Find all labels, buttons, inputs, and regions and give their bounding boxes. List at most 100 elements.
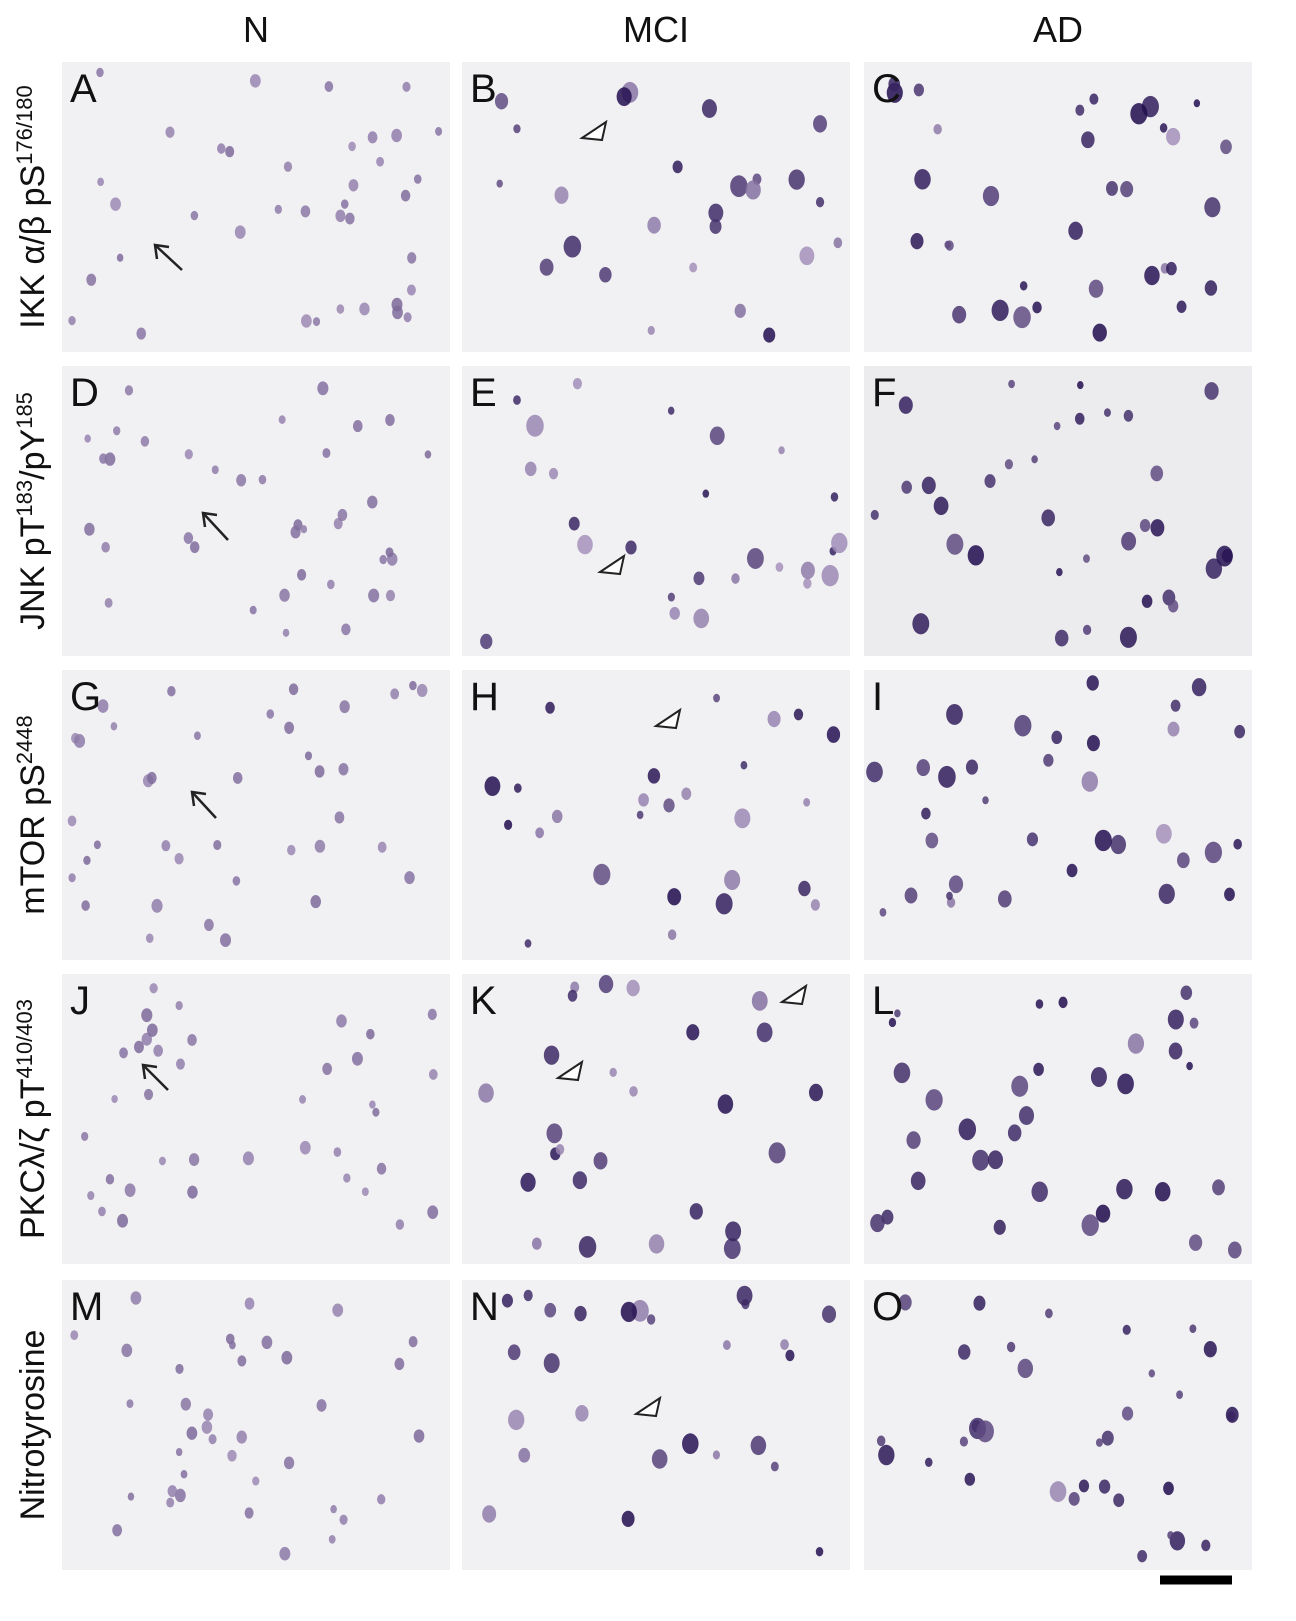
cell xyxy=(83,856,90,865)
cell xyxy=(220,933,231,947)
micrograph xyxy=(864,974,1252,1264)
cell xyxy=(973,1296,985,1311)
cell xyxy=(1027,832,1038,846)
cell xyxy=(894,1062,911,1083)
cell xyxy=(622,1511,635,1527)
cell xyxy=(568,990,578,1002)
cell xyxy=(281,1351,292,1365)
cell xyxy=(191,211,199,220)
cell xyxy=(482,1505,496,1522)
panel-letter: B xyxy=(470,67,497,111)
cell xyxy=(901,481,912,494)
cell xyxy=(713,694,720,703)
cell xyxy=(359,302,369,315)
cell xyxy=(209,1434,217,1444)
cell xyxy=(1069,1492,1080,1506)
cell xyxy=(1194,99,1200,107)
cell xyxy=(741,761,748,769)
cell xyxy=(414,1429,425,1442)
cell xyxy=(1079,1480,1089,1493)
cell xyxy=(785,1350,794,1361)
cell xyxy=(556,1144,565,1155)
cell xyxy=(569,517,580,531)
cell xyxy=(1212,1179,1225,1195)
cell xyxy=(1155,1182,1171,1201)
panel-letter: E xyxy=(470,371,497,415)
cell xyxy=(335,210,345,223)
cell xyxy=(348,142,356,151)
cell xyxy=(1137,1550,1147,1562)
cell xyxy=(525,462,537,476)
cell xyxy=(1233,839,1242,850)
cell xyxy=(716,893,733,914)
cell xyxy=(952,306,966,324)
cell xyxy=(723,1340,731,1350)
cell xyxy=(827,726,840,743)
row-label-text: Nitrotyrosine xyxy=(14,1330,52,1521)
row-label-superscript: 2448 xyxy=(12,715,37,764)
cell xyxy=(301,525,308,533)
cell xyxy=(1014,715,1031,737)
cell xyxy=(540,259,554,276)
cell xyxy=(1020,281,1028,290)
panel-letter: L xyxy=(872,979,894,1023)
cell xyxy=(98,1207,106,1217)
cell xyxy=(181,1398,191,1411)
cell xyxy=(111,722,118,730)
cell xyxy=(237,1431,247,1444)
cell xyxy=(1032,302,1041,314)
cell xyxy=(564,236,582,258)
cell xyxy=(788,169,804,189)
cell xyxy=(325,81,334,92)
cell xyxy=(237,1355,246,1366)
cell xyxy=(1226,1407,1239,1423)
cell xyxy=(409,1336,418,1347)
panel-letter: J xyxy=(70,979,90,1023)
cell xyxy=(769,1142,786,1163)
panel-letter: M xyxy=(70,1285,103,1329)
cell xyxy=(317,381,328,395)
cell xyxy=(250,606,257,615)
cell xyxy=(649,1234,664,1253)
cell xyxy=(334,1147,342,1157)
cell xyxy=(968,545,984,565)
cell xyxy=(166,1498,174,1508)
cell xyxy=(313,317,320,326)
cell xyxy=(574,1306,586,1321)
cell xyxy=(96,68,104,77)
cell xyxy=(386,547,394,557)
cell xyxy=(508,1344,521,1360)
cell xyxy=(513,395,521,405)
cell xyxy=(117,254,124,262)
cell xyxy=(112,1524,122,1536)
cell xyxy=(799,247,814,266)
cell xyxy=(1169,1043,1183,1060)
cell xyxy=(1123,1325,1131,1335)
cell xyxy=(693,571,704,585)
micrograph xyxy=(462,62,850,352)
cell xyxy=(175,853,184,864)
cell xyxy=(724,1238,741,1259)
cell xyxy=(594,1152,608,1169)
cell xyxy=(322,448,330,458)
cell xyxy=(1120,627,1137,648)
cell xyxy=(958,1344,970,1360)
cell xyxy=(525,939,532,948)
cell xyxy=(926,1089,943,1111)
cell xyxy=(1058,997,1067,1008)
cell xyxy=(181,1470,188,1478)
cell xyxy=(327,580,335,590)
cell xyxy=(372,1108,379,1117)
cell xyxy=(245,1507,254,1518)
cell xyxy=(1096,1438,1103,1447)
cell xyxy=(1019,1106,1034,1125)
column-header: AD xyxy=(1033,9,1083,50)
cell xyxy=(70,1330,78,1340)
cell xyxy=(1056,568,1063,576)
cell xyxy=(338,763,348,776)
cell xyxy=(81,1132,88,1141)
cell xyxy=(362,1187,369,1196)
cell xyxy=(117,1214,128,1228)
cell xyxy=(1043,754,1053,767)
cell xyxy=(1055,630,1068,647)
